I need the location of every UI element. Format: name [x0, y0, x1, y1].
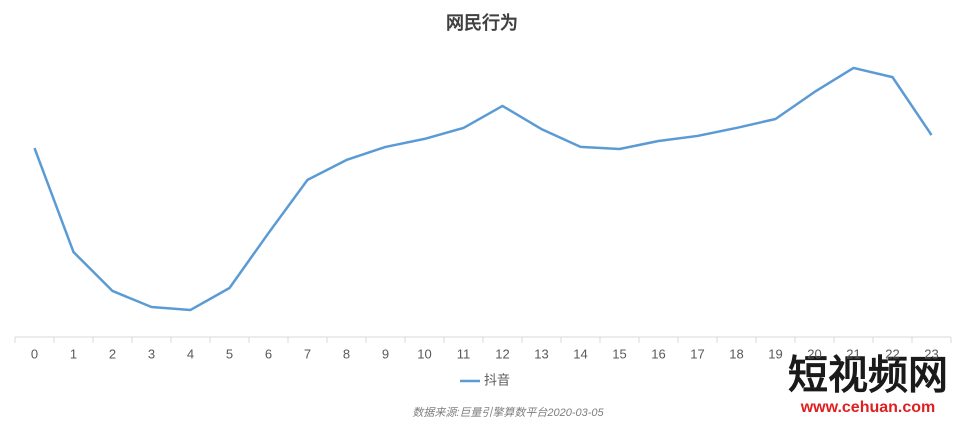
x-tick-label: 18	[729, 346, 743, 361]
x-tick-label: 7	[304, 346, 311, 361]
x-tick-label: 21	[846, 346, 860, 361]
x-tick-label: 11	[457, 346, 471, 361]
legend-label: 抖音	[484, 372, 510, 387]
x-tick-label: 8	[343, 346, 350, 361]
x-tick-label: 14	[573, 346, 587, 361]
x-tick-label: 17	[690, 346, 704, 361]
source-note: 数据来源:巨量引擎算数平台2020-03-05	[412, 406, 604, 419]
data-line	[33, 66, 933, 312]
x-tick-label: 10	[417, 346, 431, 361]
x-tick-label: 6	[265, 346, 272, 361]
x-tick-label: 1	[70, 346, 77, 361]
x-tick-label: 16	[651, 346, 665, 361]
x-tick-label: 15	[612, 346, 626, 361]
watermark: 短视频网	[788, 354, 948, 398]
x-tick-label: 9	[382, 346, 389, 361]
x-tick-label: 4	[187, 346, 194, 361]
x-tick-label: 19	[768, 346, 782, 361]
watermark-url: www.cehuan.com	[800, 399, 936, 416]
chart-title: 网民行为	[446, 12, 518, 33]
x-tick-label: 12	[495, 346, 509, 361]
x-tick-label: 22	[885, 346, 899, 361]
x-tick-label: 20	[807, 346, 821, 361]
x-tick-label: 0	[31, 346, 38, 361]
x-tick-label: 2	[109, 346, 116, 361]
x-tick-label: 3	[148, 346, 155, 361]
x-tick-label: 13	[534, 346, 548, 361]
x-tick-label: 5	[226, 346, 233, 361]
x-tick-label: 23	[924, 346, 938, 361]
